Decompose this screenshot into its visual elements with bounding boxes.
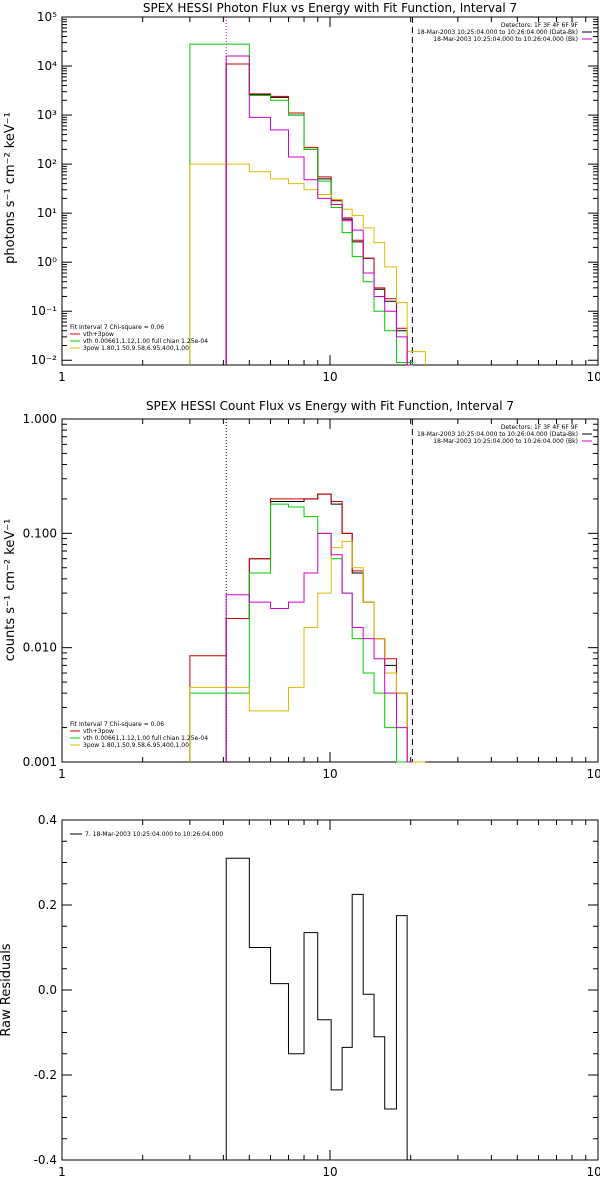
- y-tick-label: 1.000: [23, 412, 57, 426]
- count-flux-title: SPEX HESSI Count Flux vs Energy with Fit…: [146, 399, 514, 413]
- series-3-histogram: [189, 163, 426, 365]
- plot-frame: [61, 819, 599, 1161]
- fit-legend-entry: 3pow 1.80,1.50,9.58,6.95,400,1.00: [83, 742, 189, 749]
- x-tick-label: 10: [322, 767, 337, 781]
- series-3-histogram: [189, 540, 426, 763]
- photon-flux-title: SPEX HESSI Photon Flux vs Energy with Fi…: [143, 1, 517, 15]
- y-tick-label: 10⁻¹: [31, 304, 58, 318]
- x-tick-label: 1: [58, 370, 66, 384]
- x-tick-label: 100: [587, 370, 600, 384]
- y-tick-label: 0.4: [38, 813, 57, 827]
- fit-legend-header: Fit Interval 7 Chi-square = 0.06: [70, 721, 164, 728]
- count-flux-panel: SPEX HESSI Count Flux vs Energy with Fit…: [3, 399, 600, 781]
- y-tick-label: -0.4: [34, 1153, 57, 1167]
- y-tick-label: -0.2: [34, 1068, 57, 1082]
- y-tick-label: 10⁰: [37, 255, 57, 269]
- residuals-plot: 1 10 100 -0.4 -0.2 0.0 0.2 0.4 7. 18-Mar-2003 10…: [34, 813, 600, 1179]
- series-2-histogram: [189, 503, 413, 763]
- series-1-histogram: [225, 63, 408, 365]
- y-tick-label: 0.010: [23, 641, 57, 655]
- count-flux-plot: 1 10 100 0.001 0.010 0.100 1.000 Detectors: 1F …: [23, 412, 600, 781]
- plot-frame: [61, 16, 599, 366]
- series-0-histogram: [225, 63, 408, 365]
- top-legend-entry: 18-Mar-2003 10:25:04.000 to 10:26:04.000…: [417, 29, 578, 36]
- x-tick-label: 10: [322, 370, 337, 384]
- y-tick-label: 10²: [37, 157, 57, 171]
- x-tick-label: 10: [322, 1165, 337, 1179]
- y-tick-label: 10³: [37, 108, 57, 122]
- photon-flux-panel: SPEX HESSI Photon Flux vs Energy with Fi…: [3, 1, 600, 384]
- series-2-histogram: [189, 43, 413, 365]
- x-tick-label: 100: [587, 767, 600, 781]
- y-tick-label: 0.100: [23, 526, 57, 540]
- photon-flux-plot: 1 10 100 10⁻² 10⁻¹ 10⁰ 10¹ 10² 10³ 10⁴ 10⁵ Detector…: [31, 10, 600, 384]
- fit-legend-entry: vth 0.00661,1.12,1.00 full chian 1.25e-0…: [83, 735, 208, 742]
- x-tick-label: 100: [587, 1165, 600, 1179]
- residuals-panel: 1 10 100 -0.4 -0.2 0.0 0.2 0.4 7. 18-Mar-2003 10…: [0, 813, 600, 1179]
- top-legend-entry: Detectors: 1F 3F 4F 6F 9F: [501, 22, 579, 29]
- y-tick-label: 10⁻²: [31, 353, 58, 367]
- fit-legend-entry: 3pow 1.80,1.50,9.58,6.95,400,1.00: [83, 345, 189, 352]
- y-tick-label: 0.001: [23, 755, 57, 769]
- fit-legend-entry: vth+3pow: [83, 728, 114, 735]
- series-0-histogram: [225, 493, 408, 762]
- y-tick-label: 0.0: [38, 983, 57, 997]
- fit-legend-header: Fit Interval 7 Chi-square = 0.06: [70, 324, 164, 331]
- y-tick-label: 10⁴: [37, 59, 57, 73]
- series-0-histogram: [225, 857, 413, 1161]
- plot-frame: [61, 418, 599, 763]
- series-4-histogram: [225, 532, 413, 763]
- top-legend-entry: 18-Mar-2003 10:25:04.000 to 10:26:04.000…: [433, 438, 578, 445]
- count-flux-ylabel: counts s⁻¹ cm⁻² keV⁻¹: [3, 519, 18, 662]
- x-tick-label: 1: [58, 767, 66, 781]
- y-tick-label: 10⁵: [37, 10, 57, 24]
- photon-flux-ylabel: photons s⁻¹ cm⁻² keV⁻¹: [3, 112, 18, 264]
- fit-legend-entry: vth+3pow: [83, 331, 114, 338]
- top-legend-entry: 18-Mar-2003 10:25:04.000 to 10:26:04.000…: [433, 36, 578, 43]
- y-tick-label: 10¹: [37, 206, 57, 220]
- residuals-ylabel: Raw Residuals: [0, 943, 14, 1036]
- top-legend-entry: Detectors: 1F 3F 4F 6F 9F: [501, 424, 579, 431]
- residual-legend-entry: 7. 18-Mar-2003 10:25:04.000 to 10:26:04.…: [85, 831, 223, 838]
- top-legend-entry: 18-Mar-2003 10:25:04.000 to 10:26:04.000…: [417, 431, 578, 438]
- series-4-histogram: [225, 55, 413, 366]
- x-tick-label: 1: [58, 1165, 66, 1179]
- fit-legend-entry: vth 0.00661,1.12,1.00 full chian 1.25e-0…: [83, 338, 208, 345]
- y-tick-label: 0.2: [38, 898, 57, 912]
